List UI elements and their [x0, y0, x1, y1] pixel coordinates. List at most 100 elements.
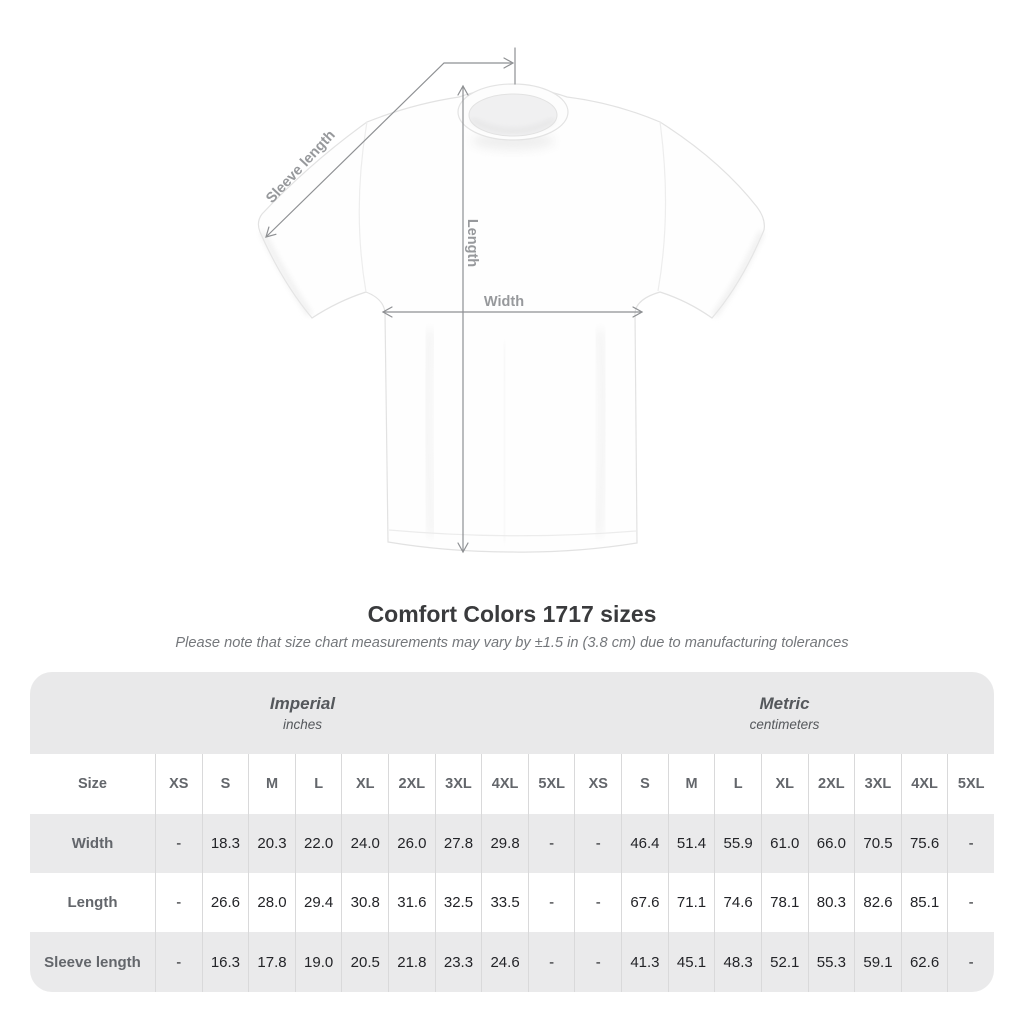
metric-unit: centimeters: [749, 717, 820, 732]
size-header: 5XL: [527, 754, 575, 814]
length-arrow: [457, 84, 469, 554]
measurement-cell: 48.3: [714, 932, 761, 992]
measurement-cell: -: [574, 873, 621, 932]
measurement-cell: -: [947, 873, 994, 932]
measurement-cell: 19.0: [294, 932, 342, 992]
measurement-cell: 61.0: [760, 814, 808, 873]
width-arrow: [381, 306, 644, 318]
measurement-cell: 23.3: [434, 932, 482, 992]
width-label: Width: [484, 294, 524, 310]
measurement-cell: 17.8: [248, 932, 295, 992]
measurement-cell: 32.5: [434, 873, 482, 932]
measurement-cell: -: [574, 814, 621, 873]
imperial-group-header: Imperial inches: [30, 672, 575, 754]
measurement-cell: 29.4: [294, 873, 342, 932]
size-header: XS: [155, 754, 202, 814]
measurement-cell: 26.6: [201, 873, 249, 932]
measurement-cell: -: [574, 932, 621, 992]
table-row-length: Length - 26.6 28.0 29.4 30.8 31.6 32.5 3…: [30, 873, 994, 932]
measurement-cell: -: [527, 814, 575, 873]
measurement-cell: 16.3: [201, 932, 249, 992]
unit-group-band: Imperial inches Metric centimeters: [30, 672, 994, 754]
measurement-cell: 30.8: [341, 873, 388, 932]
size-header-row: Size XS S M L XL 2XL 3XL 4XL 5XL XS S M …: [30, 754, 994, 814]
size-header: M: [667, 754, 715, 814]
measurement-cell: -: [947, 814, 994, 873]
hem-stitch: [388, 529, 637, 537]
measurement-cell: -: [155, 873, 202, 932]
measurement-cell: 55.3: [807, 932, 855, 992]
measurement-cell: 24.0: [341, 814, 388, 873]
measurement-cell: 71.1: [667, 873, 715, 932]
size-header: S: [621, 754, 668, 814]
measurement-cell: 26.0: [388, 814, 435, 873]
measurement-cell: -: [527, 873, 575, 932]
measurement-cell: 74.6: [714, 873, 761, 932]
measurement-cell: 62.6: [900, 932, 948, 992]
measurement-cell: 75.6: [900, 814, 948, 873]
size-header: XL: [760, 754, 808, 814]
size-header: 3XL: [434, 754, 482, 814]
size-header: L: [294, 754, 342, 814]
size-header: 2XL: [807, 754, 855, 814]
measurement-cell: 29.8: [481, 814, 528, 873]
size-header: XS: [574, 754, 621, 814]
measurement-cell: 18.3: [201, 814, 249, 873]
measurement-cell: 46.4: [621, 814, 668, 873]
measurement-cell: -: [155, 932, 202, 992]
measurement-cell: 45.1: [667, 932, 715, 992]
metric-label: Metric: [759, 694, 810, 713]
measurement-cell: 21.8: [388, 932, 435, 992]
size-header: 4XL: [900, 754, 948, 814]
measurement-cell: 55.9: [714, 814, 761, 873]
measurement-cell: 33.5: [481, 873, 528, 932]
measurement-cell: 85.1: [900, 873, 948, 932]
measurement-cell: 70.5: [854, 814, 901, 873]
sleeve-seam-right: [657, 121, 667, 292]
measurement-cell: 27.8: [434, 814, 482, 873]
size-guide-diagram: Sleeve length Length Width: [257, 47, 765, 554]
measurement-cell: 52.1: [760, 932, 808, 992]
measurement-cell: 28.0: [248, 873, 295, 932]
size-header: M: [248, 754, 295, 814]
measurement-cell: 20.3: [248, 814, 295, 873]
row-label: Sleeve length: [44, 953, 141, 971]
size-chart-table: Imperial inches Metric centimeters Size …: [30, 672, 994, 992]
size-column-header: Size: [77, 776, 107, 792]
measurement-cell: 80.3: [807, 873, 855, 932]
imperial-label: Imperial: [269, 694, 336, 713]
size-header: XL: [341, 754, 388, 814]
sleeve-seam-left: [358, 121, 368, 293]
measurement-cell: 59.1: [854, 932, 901, 992]
size-header: 2XL: [388, 754, 435, 814]
measurement-cell: 67.6: [621, 873, 668, 932]
measurement-cell: 78.1: [760, 873, 808, 932]
measurement-cell: -: [527, 932, 575, 992]
row-label: Length: [67, 894, 118, 911]
length-label: Length: [464, 219, 480, 267]
size-header: 5XL: [947, 754, 994, 814]
tshirt-graphic: [257, 83, 765, 553]
measurement-cell: -: [155, 814, 202, 873]
measurement-cell: 20.5: [341, 932, 388, 992]
size-header: 4XL: [481, 754, 528, 814]
measurement-cell: 22.0: [294, 814, 342, 873]
size-header: S: [201, 754, 249, 814]
tolerance-note: Please note that size chart measurements…: [175, 635, 849, 651]
metric-group-header: Metric centimeters: [575, 672, 994, 754]
sleeve-length-arrow: [265, 47, 516, 238]
measurement-cell: 82.6: [854, 873, 901, 932]
measurement-cell: 41.3: [621, 932, 668, 992]
page-title: Comfort Colors 1717 sizes: [367, 601, 657, 627]
table-row-sleeve-length: Sleeve length - 16.3 17.8 19.0 20.5 21.8…: [30, 932, 994, 992]
size-header: L: [714, 754, 761, 814]
measurement-cell: 24.6: [481, 932, 528, 992]
table-row-width: Width - 18.3 20.3 22.0 24.0 26.0 27.8 29…: [30, 814, 994, 873]
size-header: 3XL: [854, 754, 901, 814]
imperial-unit: inches: [282, 717, 323, 732]
measurement-cell: 66.0: [807, 814, 855, 873]
measurement-cell: 31.6: [388, 873, 435, 932]
measurement-cell: 51.4: [667, 814, 715, 873]
collar: [457, 83, 569, 141]
measurement-cell: -: [947, 932, 994, 992]
